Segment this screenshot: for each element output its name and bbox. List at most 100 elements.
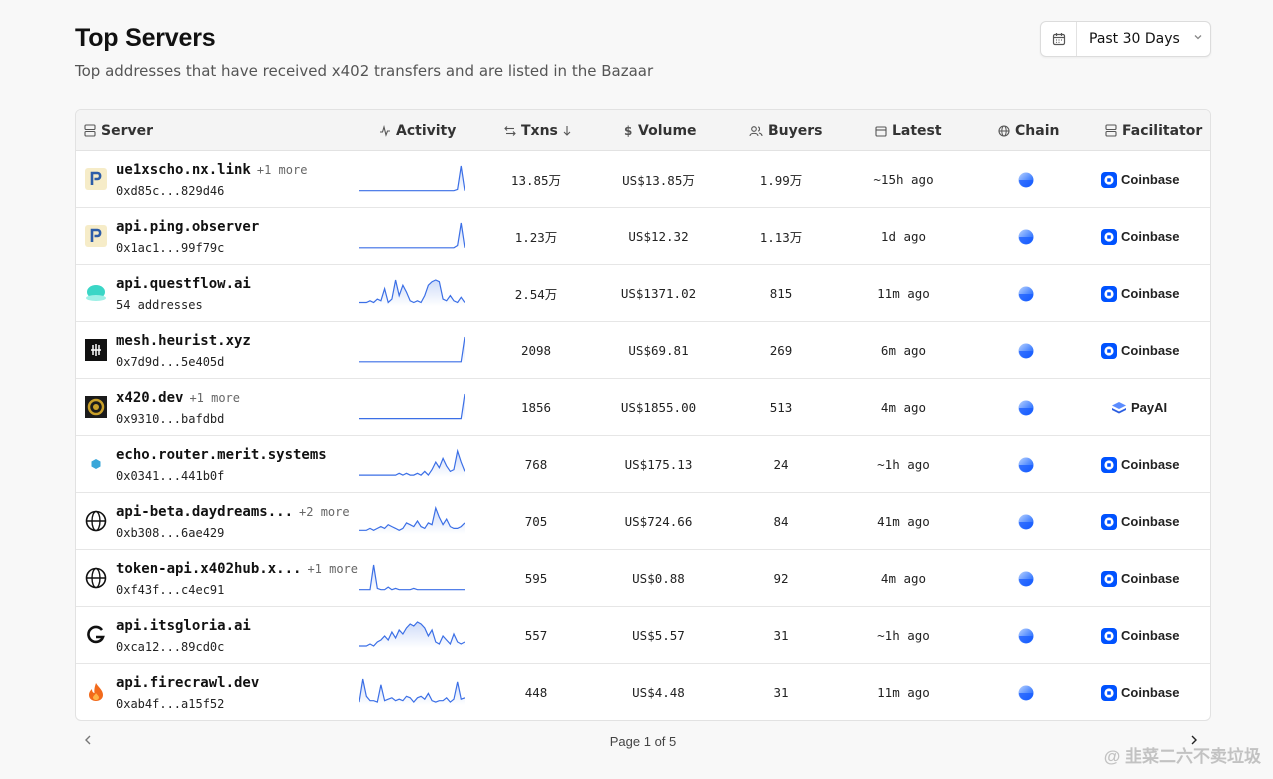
more-badge[interactable]: +2 more [299, 505, 350, 519]
col-server[interactable]: Server [84, 110, 153, 151]
facilitator-label: Coinbase [1121, 172, 1180, 187]
heurist-logo [85, 339, 107, 361]
table-row[interactable]: api.questflow.ai 54 addresses 2.54万 US$1371… [76, 265, 1210, 322]
activity-sparkline [359, 391, 466, 428]
calendar-icon[interactable] [1041, 22, 1077, 56]
server-name-text: api.itsgloria.ai [116, 618, 251, 634]
latest-cell: 41m ago [877, 514, 930, 529]
facilitator-label: Coinbase [1121, 286, 1180, 301]
col-activity[interactable]: Activity [379, 110, 456, 151]
svg-text:$: $ [624, 124, 632, 137]
page-title: Top Servers [75, 24, 216, 52]
latest-cell: ~1h ago [877, 457, 930, 472]
server-address: 0x9310...bafdbd [116, 412, 225, 426]
prev-page-button[interactable] [83, 733, 93, 752]
server-icon [84, 124, 96, 137]
activity-sparkline [359, 619, 466, 656]
coinbase-icon [1101, 627, 1121, 644]
chevron-down-icon [1192, 30, 1204, 48]
latest-cell: 4m ago [880, 571, 927, 586]
table-row[interactable]: ue1xscho.nx.link +1 more 0xd85c...829d46 13… [76, 151, 1210, 208]
volume-cell: US$724.66 [624, 514, 693, 529]
volume-cell: US$69.81 [628, 343, 689, 358]
col-chain[interactable]: Chain [998, 110, 1059, 151]
globe-logo [85, 567, 107, 589]
facilitator-label: Coinbase [1121, 343, 1180, 358]
facilitator-cell[interactable]: PayAI [1101, 379, 1197, 436]
server-name-text: x420.dev [116, 390, 184, 406]
calendar-small-icon [875, 125, 887, 137]
server-address: 54 addresses [116, 298, 203, 312]
col-latest[interactable]: Latest [875, 110, 942, 151]
more-badge[interactable]: +1 more [307, 562, 359, 576]
server-name[interactable]: x420.dev +1 more [116, 390, 240, 406]
buyers-cell: 24 [773, 457, 789, 472]
server-name[interactable]: echo.router.merit.systems [116, 447, 333, 463]
base-chain-icon [1006, 493, 1046, 550]
facilitator-cell[interactable]: Coinbase [1101, 151, 1197, 208]
chevron-left-icon [85, 735, 91, 745]
table-row[interactable]: api.ping.observer 0x1ac1...99f79c 1.23万 US$… [76, 208, 1210, 265]
next-page-button[interactable] [1189, 733, 1199, 752]
table-row[interactable]: api.itsgloria.ai 0xca12...89cd0c 557 US$5.5… [76, 607, 1210, 664]
facilitator-label: PayAI [1131, 400, 1168, 415]
date-range-label: Past 30 Days [1089, 31, 1180, 47]
table-row[interactable]: token-api.x402hub.x... +1 more 0xf43f...c4… [76, 550, 1210, 607]
facilitator-cell[interactable]: Coinbase [1101, 208, 1197, 265]
facilitator-cell[interactable]: Coinbase [1101, 550, 1197, 607]
coinbase-icon [1101, 342, 1121, 359]
server-name[interactable]: api.ping.observer [116, 219, 265, 235]
col-latest-label: Latest [892, 122, 942, 139]
table-row[interactable]: api-beta.daydreams... +2 more 0xb308...6ae… [76, 493, 1210, 550]
base-chain-icon [1006, 607, 1046, 664]
table-row[interactable]: api.firecrawl.dev 0xab4f...a15f52 448 US$4.… [76, 664, 1210, 720]
facilitator-cell[interactable]: Coinbase [1101, 436, 1197, 493]
server-name[interactable]: mesh.heurist.xyz [116, 333, 257, 349]
server-name[interactable]: api.questflow.ai [116, 276, 257, 292]
col-buyers-label: Buyers [768, 122, 823, 139]
page-indicator: Page 1 of 5 [609, 734, 677, 749]
server-address: 0xd85c...829d46 [116, 184, 225, 198]
server-name[interactable]: api.firecrawl.dev [116, 675, 265, 691]
col-buyers[interactable]: Buyers [749, 110, 823, 151]
date-range-select[interactable]: Past 30 Days [1040, 21, 1211, 57]
facilitator-label: Coinbase [1121, 457, 1180, 472]
server-name[interactable]: api.itsgloria.ai [116, 618, 257, 634]
table-row[interactable]: echo.router.merit.systems 0x0341...441b0f… [76, 436, 1210, 493]
more-badge[interactable]: +1 more [189, 391, 241, 405]
facilitator-cell[interactable]: Coinbase [1101, 265, 1197, 322]
server-name[interactable]: api-beta.daydreams... +2 more [116, 504, 350, 520]
facilitator-cell[interactable]: Coinbase [1101, 607, 1197, 664]
facilitator-cell[interactable]: Coinbase [1101, 664, 1197, 720]
base-chain-icon [1006, 265, 1046, 322]
latest-cell: 11m ago [877, 286, 930, 301]
col-server-label: Server [101, 122, 154, 139]
server-name[interactable]: ue1xscho.nx.link +1 more [116, 162, 307, 178]
volume-cell: US$4.48 [632, 685, 685, 700]
latest-cell: 1d ago [880, 229, 927, 244]
facilitator-cell[interactable]: Coinbase [1101, 322, 1197, 379]
table-row[interactable]: x420.dev +1 more 0x9310...bafdbd 1856 US$185… [76, 379, 1210, 436]
col-facilitator[interactable]: Facilitator [1105, 110, 1202, 151]
fire-logo [85, 681, 107, 703]
sort-down-icon[interactable] [562, 125, 572, 137]
coinbase-icon [1101, 513, 1121, 530]
more-badge[interactable]: +1 more [256, 163, 308, 177]
col-volume[interactable]: $ Volume [623, 110, 697, 151]
p-logo [85, 168, 107, 190]
server-address: 0x7d9d...5e405d [116, 355, 225, 369]
volume-cell: US$5.57 [632, 628, 685, 643]
server-icon [1105, 124, 1117, 137]
col-txns[interactable]: Txns [504, 110, 577, 151]
buyers-cell: 1.99万 [759, 173, 803, 188]
coinbase-icon [1101, 456, 1121, 473]
table-row[interactable]: mesh.heurist.xyz 0x7d9d...5e405d 2098 US$69… [76, 322, 1210, 379]
txns-cell: 768 [524, 457, 548, 472]
echo-logo [85, 453, 107, 475]
activity-sparkline [359, 334, 466, 371]
latest-cell: ~1h ago [877, 628, 930, 643]
facilitator-label: Coinbase [1121, 628, 1180, 643]
server-name[interactable]: token-api.x402hub.x... +1 more [116, 561, 358, 577]
servers-table: Server Activity Txns $ Volume Buyers Lat… [75, 109, 1211, 721]
facilitator-cell[interactable]: Coinbase [1101, 493, 1197, 550]
